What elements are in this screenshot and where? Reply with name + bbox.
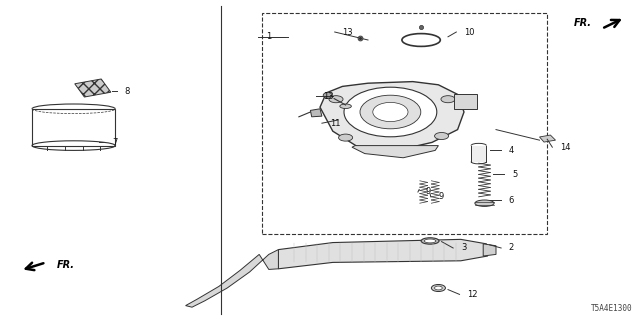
Polygon shape [278, 239, 488, 269]
Text: T5A4E1300: T5A4E1300 [591, 304, 632, 313]
Ellipse shape [431, 284, 445, 292]
Polygon shape [186, 250, 278, 307]
Text: 2: 2 [509, 244, 514, 252]
Bar [454, 94, 477, 109]
Polygon shape [540, 135, 556, 142]
Ellipse shape [421, 238, 439, 244]
Ellipse shape [475, 200, 494, 206]
Text: 1: 1 [266, 32, 271, 41]
Text: 13: 13 [342, 28, 353, 36]
Text: 4: 4 [509, 146, 514, 155]
Text: 13: 13 [323, 92, 334, 100]
Text: 5: 5 [512, 170, 517, 179]
Text: 6: 6 [509, 196, 514, 204]
Bar [262, 13, 547, 234]
Polygon shape [483, 244, 496, 256]
Polygon shape [352, 146, 438, 158]
Text: 12: 12 [467, 290, 477, 299]
Bar [32, 109, 115, 146]
Text: FR.: FR. [56, 260, 74, 270]
Text: 7: 7 [112, 138, 117, 147]
Text: 9: 9 [438, 192, 444, 201]
Text: 8: 8 [125, 87, 130, 96]
Ellipse shape [360, 95, 421, 129]
Polygon shape [310, 109, 322, 117]
Polygon shape [320, 82, 464, 150]
Ellipse shape [435, 286, 442, 290]
Ellipse shape [372, 102, 408, 122]
Text: FR.: FR. [574, 18, 592, 28]
Ellipse shape [424, 239, 436, 243]
Ellipse shape [329, 96, 343, 103]
Ellipse shape [435, 132, 449, 140]
Ellipse shape [344, 87, 436, 137]
Ellipse shape [441, 96, 455, 103]
Text: 10: 10 [464, 28, 474, 36]
Bar [75, 79, 111, 97]
Text: 3: 3 [461, 244, 466, 252]
Ellipse shape [323, 92, 332, 98]
Text: 11: 11 [330, 119, 340, 128]
Text: 9: 9 [426, 188, 431, 196]
Text: 14: 14 [560, 143, 570, 152]
Ellipse shape [339, 134, 353, 141]
Ellipse shape [340, 104, 351, 108]
